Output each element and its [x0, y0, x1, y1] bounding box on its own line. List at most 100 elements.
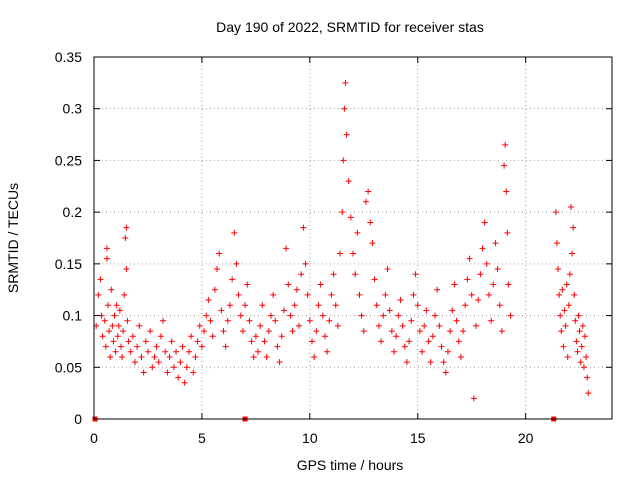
data-point	[216, 250, 223, 257]
data-point	[119, 353, 126, 360]
data-point	[112, 348, 119, 355]
data-point	[151, 353, 158, 360]
data-point	[436, 322, 443, 329]
data-point	[168, 338, 175, 345]
data-point	[129, 333, 136, 340]
data-point	[298, 271, 305, 278]
data-point	[356, 291, 363, 298]
data-point	[300, 224, 307, 231]
data-point	[308, 338, 315, 345]
data-point	[106, 328, 113, 335]
data-point	[432, 312, 439, 319]
data-point	[157, 333, 164, 340]
data-point	[125, 338, 132, 345]
data-point	[501, 162, 508, 169]
data-point	[124, 317, 131, 324]
data-point	[555, 266, 562, 273]
data-point	[302, 260, 309, 267]
data-point	[438, 343, 445, 350]
data-point	[419, 348, 426, 355]
data-point	[116, 307, 123, 314]
data-point	[211, 286, 218, 293]
data-point	[224, 317, 231, 324]
data-point	[319, 312, 326, 319]
data-point	[136, 322, 143, 329]
data-point	[375, 322, 382, 329]
data-point	[485, 291, 492, 298]
data-point	[473, 322, 480, 329]
data-point	[342, 79, 349, 86]
data-point	[466, 255, 473, 262]
data-point	[566, 271, 573, 278]
data-point	[121, 291, 128, 298]
x-tick-label: 0	[90, 430, 98, 446]
data-point	[311, 353, 318, 360]
x-tick-label: 10	[302, 430, 318, 446]
data-point	[196, 322, 203, 329]
data-point	[488, 317, 495, 324]
data-point	[503, 188, 510, 195]
data-point	[326, 317, 333, 324]
data-point	[573, 338, 580, 345]
data-point	[384, 266, 391, 273]
data-point	[255, 348, 262, 355]
data-point	[507, 312, 514, 319]
data-point	[160, 317, 167, 324]
chart-title: Day 190 of 2022, SRMTID for receiver sta…	[216, 19, 484, 35]
data-point	[170, 364, 177, 371]
data-point	[460, 328, 467, 335]
data-point	[468, 291, 475, 298]
data-point	[442, 369, 449, 376]
data-point	[123, 266, 130, 273]
data-point	[283, 245, 290, 252]
data-point	[113, 302, 120, 309]
data-point	[147, 328, 154, 335]
y-tick-label: 0	[74, 411, 82, 427]
data-point	[347, 214, 354, 221]
data-point	[391, 348, 398, 355]
data-point	[278, 333, 285, 340]
y-tick-label: 0.25	[55, 152, 82, 168]
data-point	[140, 369, 147, 376]
data-point	[209, 333, 216, 340]
data-point	[565, 302, 572, 309]
y-tick-label: 0.35	[55, 49, 82, 65]
data-point	[567, 203, 574, 210]
data-point	[578, 343, 585, 350]
data-point	[173, 348, 180, 355]
data-point	[380, 312, 387, 319]
data-point	[416, 328, 423, 335]
data-point	[99, 333, 106, 340]
data-point	[585, 390, 592, 397]
data-point	[207, 317, 214, 324]
data-point	[332, 302, 339, 309]
data-point	[388, 328, 395, 335]
data-point	[552, 209, 559, 216]
data-point	[559, 286, 566, 293]
data-point	[317, 281, 324, 288]
data-point	[97, 276, 104, 283]
data-point	[455, 338, 462, 345]
data-point	[399, 322, 406, 329]
data-point	[470, 395, 477, 402]
data-point	[239, 328, 246, 335]
data-point	[561, 307, 568, 314]
data-point	[164, 369, 171, 376]
data-point	[101, 317, 108, 324]
data-point	[362, 198, 369, 205]
data-point	[572, 317, 579, 324]
data-point	[276, 359, 283, 366]
data-point	[242, 302, 249, 309]
y-tick-label: 0.15	[55, 256, 82, 272]
data-point	[483, 260, 490, 267]
data-point	[371, 276, 378, 283]
data-point	[558, 328, 565, 335]
data-point	[313, 328, 320, 335]
data-point	[226, 302, 233, 309]
data-point	[496, 302, 503, 309]
data-point	[412, 271, 419, 278]
data-point	[576, 328, 583, 335]
y-axis-label: SRMTID / TECUs	[5, 183, 21, 293]
data-point	[334, 322, 341, 329]
